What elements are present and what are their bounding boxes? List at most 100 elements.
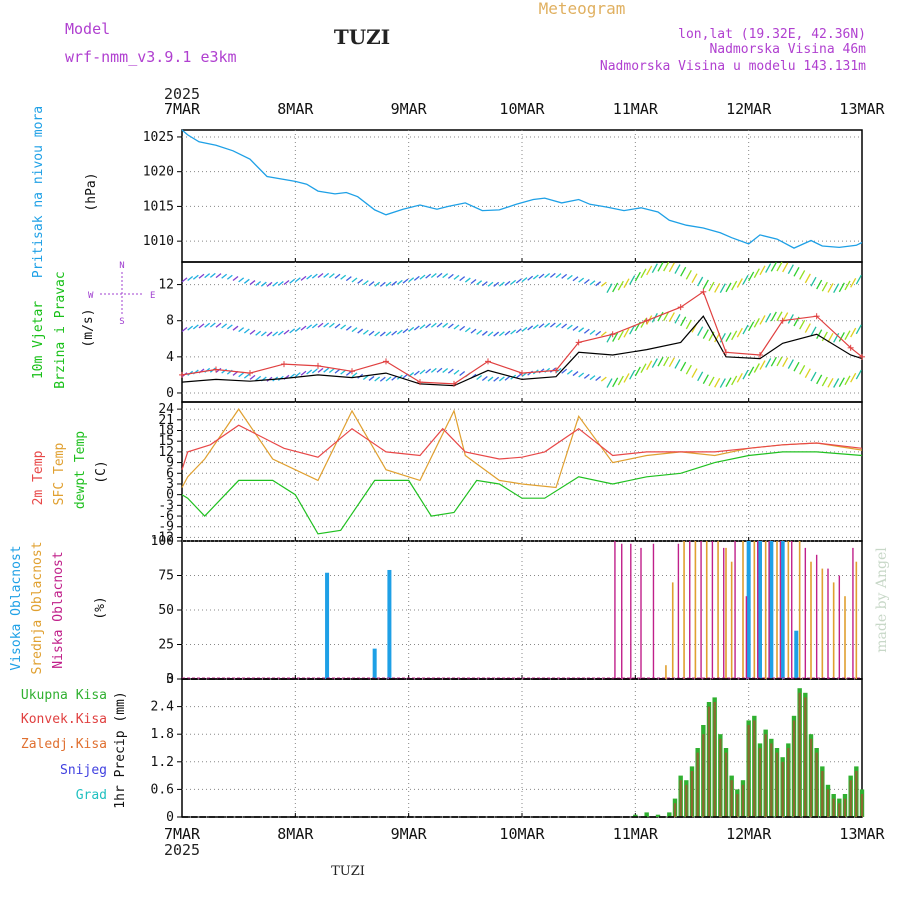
- wind-arrow: [311, 273, 318, 279]
- wind-arrow: [629, 370, 636, 380]
- wind-arrow: [419, 369, 426, 375]
- cloud-bar-1: [855, 561, 858, 679]
- wind-arrow: [838, 377, 845, 387]
- wind-arrow: [345, 370, 352, 376]
- cloud-bar-1: [753, 541, 756, 679]
- precip-conv-bar: [696, 752, 699, 817]
- cloud-bar-1: [821, 568, 824, 679]
- wind-arrow: [697, 276, 704, 287]
- wind-arrow: [476, 375, 483, 381]
- precip-conv-bar: [809, 738, 813, 817]
- precip-total-bar: [644, 812, 649, 817]
- wind-arrow: [827, 332, 834, 343]
- wind-arrow: [498, 331, 505, 337]
- wind-arrow: [572, 371, 579, 377]
- temperature-ytick-label: -12: [151, 530, 174, 545]
- wind-arrow: [623, 278, 630, 288]
- wind-arrow: [249, 329, 256, 335]
- temperature-ytick-label: 24: [158, 402, 174, 417]
- wind-arrow: [255, 281, 262, 287]
- wind-arrow: [453, 324, 460, 330]
- temperature-ytick-label: -9: [158, 520, 174, 535]
- wind-dir-w: W: [88, 291, 94, 301]
- wind-arrow: [436, 272, 443, 278]
- wind-arrow: [702, 374, 709, 385]
- wind-arrow: [753, 268, 760, 278]
- wind-arrow: [215, 367, 222, 373]
- wind-arrow: [323, 367, 330, 373]
- wind-arrow: [583, 279, 590, 285]
- wind-arrow: [243, 328, 250, 334]
- cloud-bar-2: [734, 541, 736, 679]
- wind-arrow: [572, 325, 579, 331]
- precip-conv-bar: [849, 780, 852, 817]
- wind-arrow: [833, 378, 840, 388]
- temperature-ytick-label: 21: [158, 413, 174, 428]
- cloud-bar-0: [387, 569, 392, 679]
- wind-arrow: [765, 358, 772, 368]
- wind-arrow: [793, 267, 800, 277]
- wind-arrow: [357, 278, 364, 284]
- wind-arrow: [515, 373, 522, 379]
- wind-arrow: [277, 330, 284, 336]
- wind-arrow: [612, 282, 619, 293]
- wind-arrow: [430, 322, 437, 328]
- wind-arrow: [357, 328, 364, 334]
- precip-conv-bar: [685, 784, 688, 817]
- wind-arrow: [544, 322, 551, 328]
- wind-panel: 0 4 8 12: [158, 261, 863, 403]
- wind-arrow: [617, 375, 624, 386]
- wind-arrow: [323, 322, 330, 328]
- model-name: wrf-nmm_v3.9.1 e3km: [65, 48, 237, 66]
- wind-ytick-label: 0: [166, 386, 174, 401]
- precip-ytick-label: 0.6: [151, 782, 174, 797]
- wind-arrow: [243, 278, 250, 284]
- pressure-ytick-label: 1020: [143, 165, 174, 180]
- wind-arrow: [770, 311, 777, 322]
- wind-arrow: [748, 366, 755, 377]
- precip-conv-bar: [770, 743, 773, 817]
- precip-conv-bar: [798, 692, 801, 817]
- wind-arrow: [617, 280, 624, 291]
- wind-arrow: [600, 376, 607, 382]
- wind-arrow: [816, 329, 823, 340]
- wind-arrow: [311, 323, 318, 329]
- wind-arrow: [850, 327, 857, 338]
- temp-dewpt-line: [181, 451, 863, 535]
- wind-arrow: [266, 331, 273, 337]
- cloud-bar-1: [665, 665, 667, 679]
- wind-arrow: [498, 376, 505, 382]
- wind-ytick-label: 12: [158, 278, 174, 293]
- x-tick-label-top: 10MAR: [499, 100, 545, 118]
- precip-ytick-label: 3: [166, 672, 174, 687]
- wind-arrow: [187, 325, 194, 331]
- precip-conv-bar: [713, 702, 716, 817]
- wind-arrow: [748, 321, 755, 331]
- cloud-title-mid: Srednja Oblacnost: [30, 541, 45, 674]
- wind-arrow: [623, 328, 630, 338]
- wind-arrow: [408, 326, 415, 332]
- wind-arrow: [629, 275, 636, 285]
- wind-arrow: [787, 359, 794, 369]
- wind-arrow: [391, 375, 398, 381]
- wind-arrow: [561, 273, 568, 279]
- wind-arrow: [617, 330, 624, 341]
- cloud-bar-1: [764, 541, 767, 679]
- x-tick-label-top: 13MAR: [839, 100, 885, 118]
- clouds-ytick-label: 25: [158, 638, 174, 653]
- cloud-ylabel: (%): [93, 596, 108, 619]
- wind-arrow: [612, 332, 619, 342]
- wind-arrow: [419, 324, 426, 330]
- precip-conv-bar: [855, 771, 858, 817]
- cloud-bar-1: [694, 541, 697, 679]
- wind-title-1: 10m Vjetar: [31, 301, 46, 379]
- cloud-title-low: Niska Oblacnost: [51, 551, 66, 668]
- wind-arrow: [680, 316, 687, 327]
- wind-arrow: [351, 277, 358, 283]
- wind-arrow: [668, 262, 675, 273]
- precip-conv-bar: [736, 794, 739, 817]
- wind-arrow: [317, 322, 324, 328]
- wind-arrow: [481, 281, 488, 287]
- wind-arrow: [334, 323, 341, 329]
- wind-arrow: [685, 364, 692, 375]
